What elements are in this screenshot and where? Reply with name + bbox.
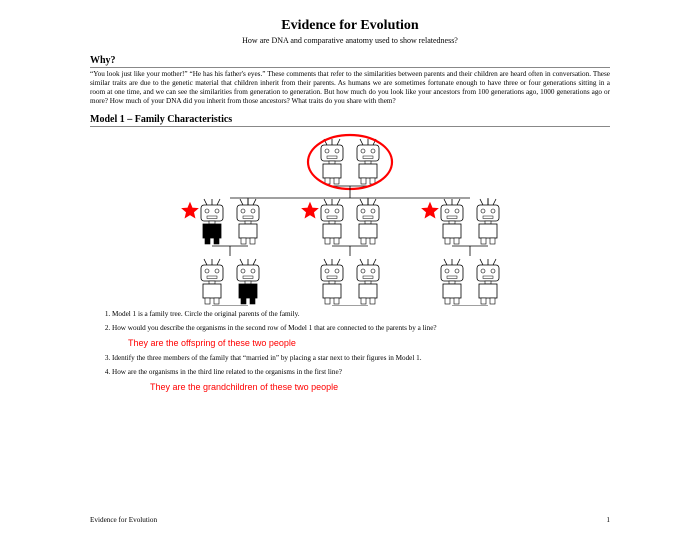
model-heading: Model 1 – Family Characteristics [90,114,610,127]
footer-right: 1 [606,516,610,524]
question-2: How would you describe the organisms in … [112,324,610,333]
answer-2: They are the offspring of these two peop… [128,338,610,348]
worksheet-page: Evidence for Evolution How are DNA and c… [0,0,700,540]
why-body: “You look just like your mother!” “He ha… [90,70,610,106]
question-list: Model 1 is a family tree. Circle the ori… [90,310,610,333]
page-footer: Evidence for Evolution 1 [90,516,610,524]
why-heading: Why? [90,55,610,68]
family-tree-diagram [90,131,610,306]
page-subtitle: How are DNA and comparative anatomy used… [90,36,610,45]
page-title: Evidence for Evolution [90,18,610,34]
question-3: Identify the three members of the family… [112,354,610,363]
question-list-2: Identify the three members of the family… [90,354,610,377]
question-1: Model 1 is a family tree. Circle the ori… [112,310,610,319]
answer-4: They are the grandchildren of these two … [150,382,610,392]
footer-left: Evidence for Evolution [90,516,157,524]
question-4: How are the organisms in the third line … [112,368,610,377]
